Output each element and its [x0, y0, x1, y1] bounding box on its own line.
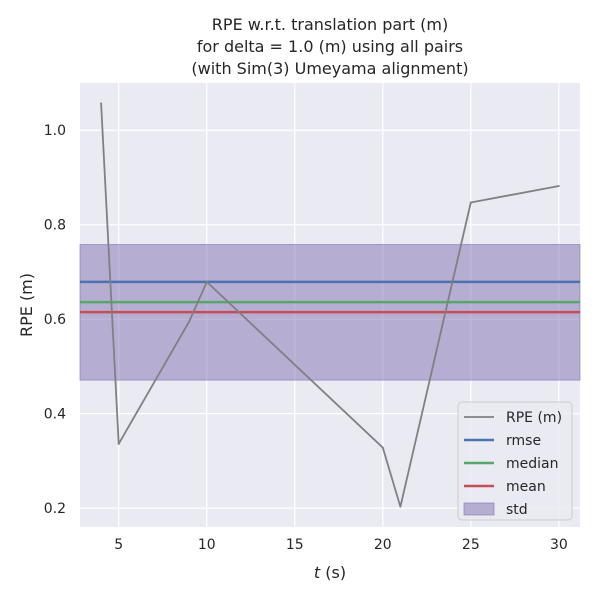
- rpe-data-point: [557, 185, 560, 187]
- plot-area: [79, 83, 581, 527]
- x-tick-label: 10: [198, 537, 216, 553]
- x-tick-label: 15: [286, 537, 304, 553]
- legend-label: median: [506, 456, 558, 472]
- y-axis-label: RPE (m): [17, 273, 36, 337]
- chart-title-line-3: (with Sim(3) Umeyama alignment): [191, 59, 468, 78]
- rpe-data-point: [100, 102, 103, 105]
- legend: RPE (m) rmse median mean std: [457, 401, 573, 521]
- x-tick-label: 30: [550, 537, 568, 553]
- legend-label: RPE (m): [506, 410, 562, 426]
- rpe-data-point: [381, 446, 384, 449]
- y-tick-label: 0.2: [44, 501, 66, 517]
- y-tick-label: 1.0: [44, 123, 66, 139]
- y-tick-label: 0.6: [44, 312, 66, 328]
- x-tick-label: 25: [462, 537, 480, 553]
- legend-swatch: [463, 502, 495, 516]
- legend-box: [457, 401, 573, 521]
- chart-title-line-2: for delta = 1.0 (m) using all pairs: [197, 37, 463, 56]
- y-tick-label: 0.4: [44, 407, 66, 423]
- legend-label: rmse: [506, 433, 541, 449]
- chart-title-line-1: RPE w.r.t. translation part (m): [212, 15, 448, 34]
- rpe-data-point: [205, 280, 208, 283]
- rpe-data-point: [117, 442, 120, 445]
- rpe-data-point: [469, 201, 472, 204]
- y-tick-label: 0.8: [44, 218, 66, 234]
- legend-label: std: [506, 502, 528, 518]
- rpe-data-point: [399, 505, 402, 508]
- x-tick-label: 5: [114, 537, 123, 553]
- x-tick-label: 20: [374, 537, 392, 553]
- legend-label: mean: [506, 479, 546, 495]
- rpe-series-line: [100, 103, 560, 508]
- x-axis-label: t (s): [314, 563, 346, 582]
- rpe-data-point: [188, 320, 191, 323]
